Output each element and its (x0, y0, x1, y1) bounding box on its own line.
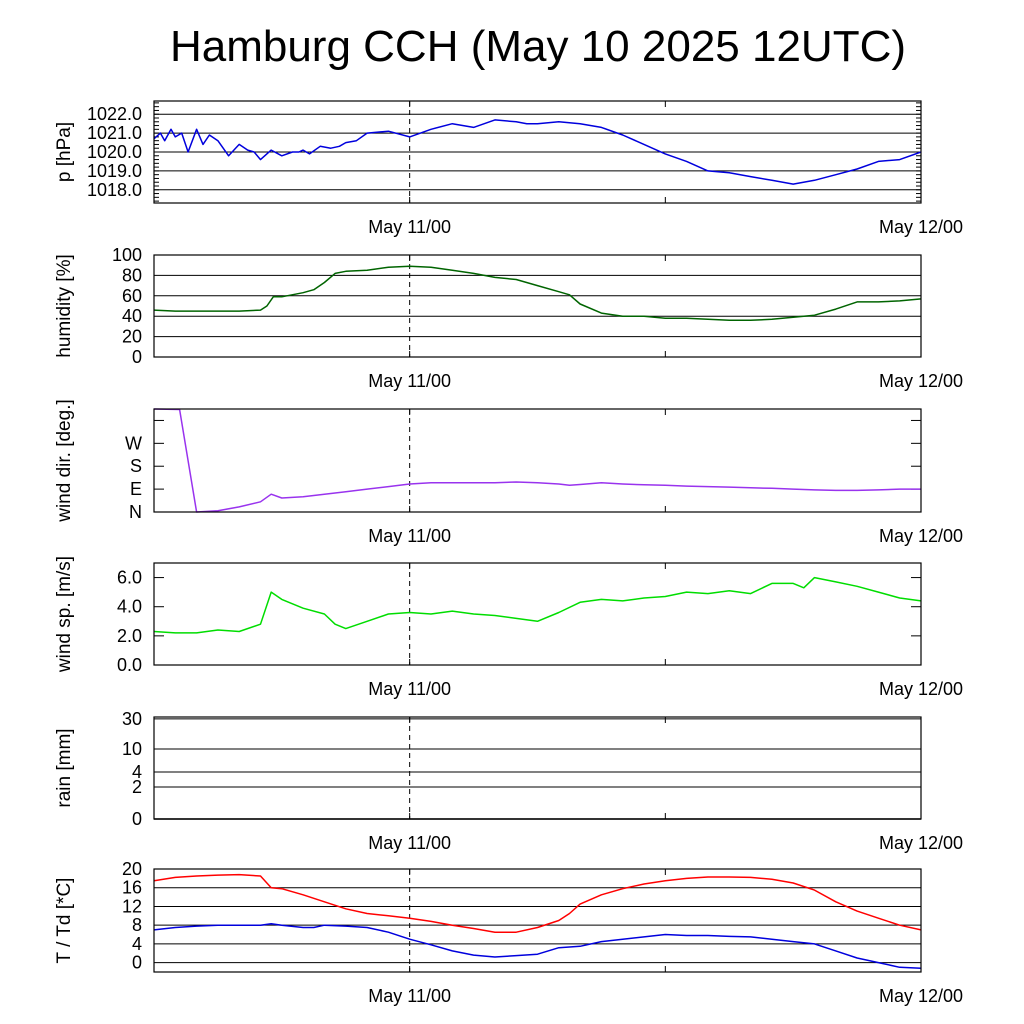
chart-title: Hamburg CCH (May 10 2025 12UTC) (169, 22, 907, 71)
x-tick-label: May 12/00 (879, 371, 963, 391)
y-tick-label: 8 (132, 915, 142, 935)
series-line (153, 408, 921, 513)
series-line (153, 265, 922, 322)
series-line (153, 119, 922, 185)
y-tick-label: 0.0 (117, 655, 142, 675)
plot-frame (153, 408, 922, 513)
y-tick-label: 12 (122, 896, 142, 916)
y-tick-label: 1018.0 (87, 180, 142, 200)
y-tick-label: 1020.0 (87, 142, 142, 162)
y-tick-label: 1021.0 (87, 123, 142, 143)
x-tick-label: May 12/00 (879, 679, 963, 699)
y-tick-label: 40 (122, 306, 142, 326)
y-tick-label: 0 (132, 953, 142, 973)
y-axis-label: humidity [%] (54, 254, 75, 357)
y-tick-label: 4 (132, 934, 142, 954)
x-tick-label: May 11/00 (368, 217, 451, 237)
y-axis-label: T / Td [*C] (54, 878, 75, 964)
y-tick-label: N (129, 502, 142, 522)
y-tick-label: 10 (122, 739, 142, 759)
plot-frame (153, 716, 922, 820)
y-tick-label: 80 (122, 265, 142, 285)
plot-frame (153, 100, 922, 204)
plot-frame (153, 562, 922, 666)
y-tick-label: 4 (132, 762, 142, 782)
y-tick-label: 1022.0 (87, 104, 142, 124)
x-tick-label: May 11/00 (368, 986, 451, 1006)
y-tick-label: 0 (132, 809, 142, 829)
y-tick-label: E (130, 479, 142, 499)
y-tick-label: 60 (122, 286, 142, 306)
y-tick-label: 30 (122, 709, 142, 729)
y-tick-label: W (125, 433, 142, 453)
x-tick-label: May 12/00 (879, 833, 963, 853)
y-tick-label: 16 (122, 878, 142, 898)
x-tick-label: May 12/00 (879, 217, 963, 237)
y-tick-label: 2.0 (117, 626, 142, 646)
x-tick-label: May 11/00 (368, 833, 451, 853)
y-axis-label: wind dir. [deg.] (54, 399, 75, 523)
y-tick-label: 100 (112, 245, 142, 265)
y-tick-label: 1019.0 (87, 161, 142, 181)
series-line (153, 576, 922, 634)
x-tick-label: May 11/00 (368, 371, 451, 391)
series-line (153, 923, 922, 970)
panel-4: 0.0 2.0 4.0 6.0 wind sp. [m/s] May 11/00 May 1… (54, 556, 963, 699)
y-axis-label: rain [mm] (54, 728, 75, 807)
x-tick-label: May 12/00 (879, 986, 963, 1006)
y-tick-label: 2 (132, 777, 142, 797)
y-axis-label: wind sp. [m/s] (54, 556, 75, 673)
x-tick-label: May 11/00 (368, 679, 451, 699)
y-tick-label: 0 (132, 347, 142, 367)
x-tick-label: May 12/00 (879, 526, 963, 546)
y-tick-label: 20 (122, 327, 142, 347)
panel-5: 0 24 10 30 rain [mm] May 11/00 May 12/00 (54, 709, 963, 853)
series-line (153, 873, 922, 933)
y-tick-label: 6.0 (117, 568, 142, 588)
y-tick-label: S (130, 456, 142, 476)
y-tick-label: 20 (122, 859, 142, 879)
y-axis-label: p [hPa] (54, 122, 75, 182)
x-tick-label: May 11/00 (368, 526, 451, 546)
y-tick-label: 4.0 (117, 597, 142, 617)
plot-frame (153, 868, 922, 973)
plot-frame (153, 254, 922, 358)
